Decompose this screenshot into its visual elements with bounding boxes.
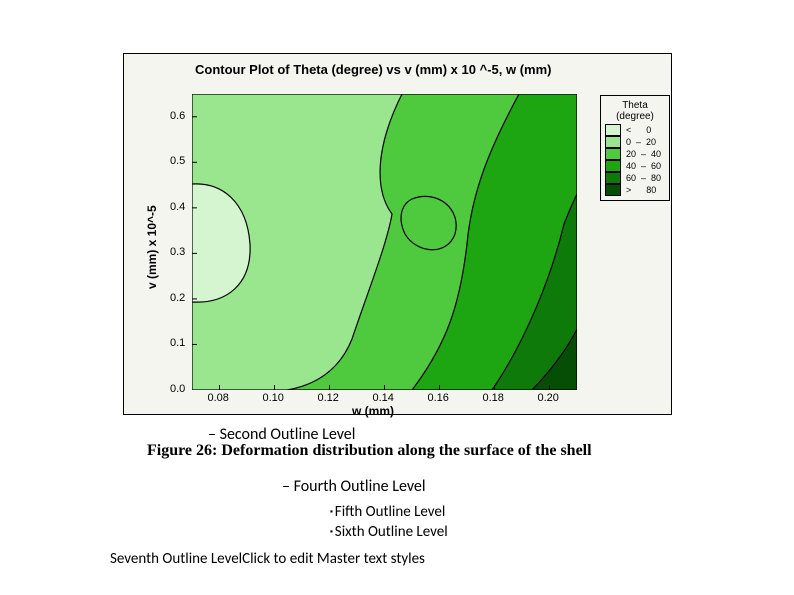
y-tick-label: 0.6 — [170, 110, 185, 122]
legend-label: > 80 — [626, 185, 656, 195]
legend-swatch — [605, 136, 621, 148]
legend-swatch — [605, 184, 621, 196]
legend-row: < 0 — [605, 124, 665, 136]
outline-text-7b: Click to edit Master text styles — [242, 550, 425, 568]
legend-row: 0 – 20 — [605, 136, 665, 148]
x-tick-label: 0.08 — [208, 392, 229, 404]
legend-title: Theta(degree) — [605, 100, 665, 122]
legend-swatch — [605, 124, 621, 136]
y-axis-label: v (mm) x 10^-5 — [145, 205, 159, 289]
legend-label: 20 – 40 — [626, 149, 661, 159]
outline-text-4: Fourth Outline Level — [294, 477, 426, 496]
legend-swatch — [605, 172, 621, 184]
legend-row: 60 – 80 — [605, 172, 665, 184]
y-tick-label: 0.5 — [170, 155, 185, 167]
legend-label: 40 – 60 — [626, 161, 661, 171]
legend-swatch — [605, 148, 621, 160]
outline-level-5: Fifth Outline Level — [330, 503, 445, 521]
legend: Theta(degree) < 0 0 – 20 20 – 40 40 – 60 60 … — [600, 95, 670, 201]
legend-row: 20 – 40 — [605, 148, 665, 160]
legend-row: > 80 — [605, 184, 665, 196]
legend-label: 0 – 20 — [626, 137, 656, 147]
x-tick-label: 0.14 — [373, 392, 394, 404]
x-tick-label: 0.12 — [318, 392, 339, 404]
x-tick-label: 0.16 — [428, 392, 449, 404]
outline-text-5: Fifth Outline Level — [335, 503, 446, 521]
y-tick-label: 0.2 — [170, 292, 185, 304]
x-tick-label: 0.10 — [263, 392, 284, 404]
figure-caption: Figure 26: Deformation distribution alon… — [147, 442, 592, 460]
y-tick-label: 0.1 — [170, 337, 185, 349]
contour-plot — [192, 94, 577, 390]
legend-swatch — [605, 160, 621, 172]
outline-level-4: Fourth Outline Level — [282, 477, 426, 496]
x-tick-label: 0.20 — [538, 392, 559, 404]
chart-title: Contour Plot of Theta (degree) vs v (mm)… — [195, 62, 551, 77]
outline-level-6: Sixth Outline Level — [330, 523, 448, 541]
y-tick-label: 0.3 — [170, 246, 185, 258]
legend-label: 60 – 80 — [626, 173, 661, 183]
outline-text-6: Sixth Outline Level — [335, 523, 448, 541]
outline-level-7: Seventh Outline LevelClick to edit Maste… — [110, 550, 425, 568]
x-axis-label: w (mm) — [352, 404, 394, 418]
x-tick-label: 0.18 — [483, 392, 504, 404]
outline-text-7: Seventh Outline Level — [110, 550, 242, 568]
legend-row: 40 – 60 — [605, 160, 665, 172]
y-tick-label: 0.4 — [170, 201, 185, 213]
y-tick-label: 0.0 — [170, 383, 185, 395]
legend-label: < 0 — [626, 125, 651, 135]
